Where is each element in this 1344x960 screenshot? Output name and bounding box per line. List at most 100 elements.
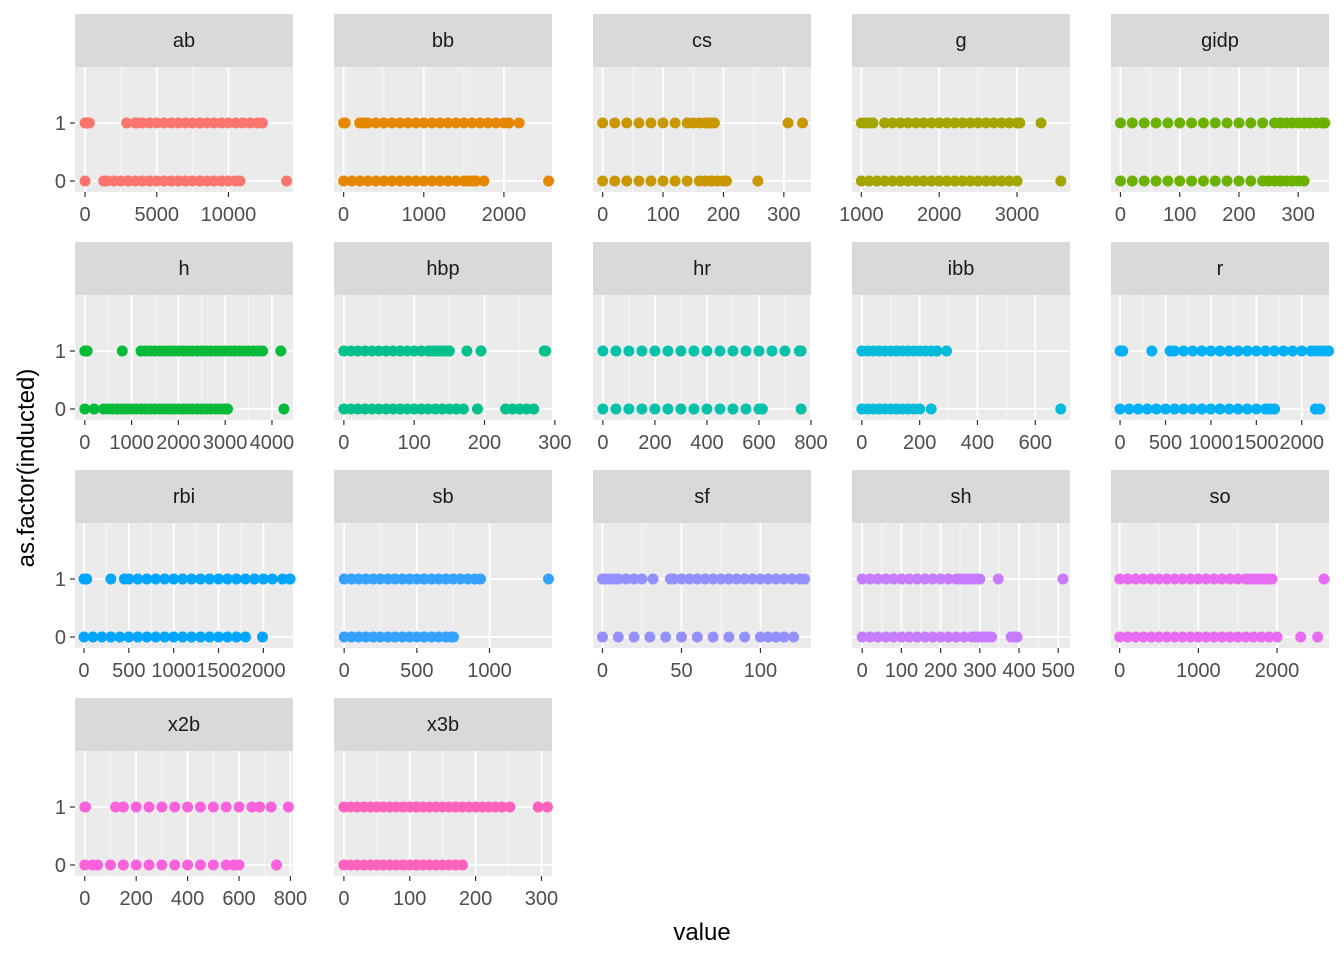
data-point — [597, 345, 609, 357]
facet-strip-label: ab — [173, 30, 195, 52]
data-point — [950, 631, 962, 643]
facet-strip — [334, 14, 552, 67]
data-point — [141, 573, 153, 585]
x-tick-label: 0 — [856, 432, 867, 454]
data-point — [1223, 345, 1235, 357]
data-point — [79, 859, 91, 871]
data-point — [159, 573, 171, 585]
data-point — [910, 117, 922, 129]
x-tick-label: 600 — [222, 888, 255, 910]
facet-strip-label: rbi — [173, 486, 195, 508]
data-point — [957, 175, 969, 187]
data-point — [394, 175, 406, 187]
x-tick-label: 2000 — [1255, 660, 1300, 682]
data-point — [1114, 403, 1126, 415]
data-point — [795, 345, 807, 357]
data-point — [1200, 573, 1212, 585]
data-point — [1138, 117, 1150, 129]
x-axis-title: value — [673, 919, 730, 946]
x-tick-label: 0 — [339, 660, 350, 682]
data-point — [474, 573, 486, 585]
data-point — [727, 345, 739, 357]
data-point — [879, 175, 891, 187]
data-point — [799, 573, 811, 585]
data-point — [1200, 631, 1212, 643]
data-point — [1177, 573, 1189, 585]
x-tick-label: 200 — [638, 432, 671, 454]
data-point — [418, 117, 430, 129]
data-point — [169, 859, 181, 871]
x-tick-label: 600 — [1019, 432, 1052, 454]
facet-panel-sh: sh 0 100 200 300 400 500 — [852, 470, 1075, 682]
data-point — [1122, 573, 1134, 585]
data-point — [482, 117, 494, 129]
facet-strip-label: sh — [950, 486, 971, 508]
data-point — [1257, 117, 1269, 129]
data-point — [1192, 573, 1204, 585]
data-point — [964, 175, 976, 187]
panel-background — [75, 295, 293, 420]
x-tick-label: 0 — [78, 660, 89, 682]
data-point — [720, 175, 732, 187]
data-point — [597, 175, 609, 187]
data-point — [864, 631, 876, 643]
y-tick-label: 0 — [55, 627, 66, 649]
data-point — [338, 175, 350, 187]
x-tick-label: 400 — [690, 432, 723, 454]
data-point — [708, 117, 720, 129]
data-point — [662, 345, 674, 357]
x-tick-label: 1000 — [1189, 432, 1234, 454]
data-point — [88, 403, 100, 415]
x-tick-label: 1000 — [109, 432, 154, 454]
facet-strip-label: sb — [432, 486, 453, 508]
x-tick-label: 50 — [670, 660, 692, 682]
data-point — [80, 801, 92, 813]
data-point — [941, 175, 953, 187]
x-tick-label: 5000 — [135, 204, 180, 226]
data-point — [986, 631, 998, 643]
data-point — [1178, 403, 1190, 415]
data-point — [177, 631, 189, 643]
data-point — [1245, 175, 1257, 187]
data-point — [278, 403, 290, 415]
data-point — [1138, 175, 1150, 187]
data-point — [1205, 345, 1217, 357]
data-point — [1057, 573, 1069, 585]
data-point — [490, 117, 502, 129]
facet-panel-hbp: hbp 0 100 200 300 — [334, 242, 572, 454]
data-point — [434, 117, 446, 129]
data-point — [1271, 631, 1283, 643]
panel-background — [593, 67, 811, 192]
data-point — [1269, 345, 1280, 357]
data-point — [496, 801, 508, 813]
data-point — [456, 859, 468, 871]
data-point — [628, 631, 640, 643]
data-point — [1035, 117, 1047, 129]
data-point — [1161, 573, 1173, 585]
data-point — [752, 175, 764, 187]
facet-strip-label: g — [955, 30, 966, 52]
x-tick-label: 200 — [903, 432, 936, 454]
facet-strip-label: ibb — [948, 258, 975, 280]
data-point — [657, 175, 669, 187]
data-point — [1245, 117, 1257, 129]
data-point — [597, 403, 609, 415]
data-point — [867, 117, 879, 129]
data-point — [1232, 631, 1244, 643]
data-point — [1137, 631, 1149, 643]
data-point — [256, 631, 268, 643]
data-point — [1011, 631, 1023, 643]
data-point — [1184, 573, 1196, 585]
x-tick-label: 500 — [400, 660, 433, 682]
data-point — [394, 117, 406, 129]
x-tick-label: 2000 — [156, 432, 201, 454]
data-point — [543, 573, 555, 585]
data-point — [370, 117, 382, 129]
data-point — [762, 631, 774, 643]
data-point — [762, 573, 774, 585]
data-point — [114, 631, 126, 643]
data-point — [1214, 403, 1226, 415]
data-point — [442, 117, 454, 129]
x-tick-label: 200 — [119, 888, 152, 910]
data-point — [628, 573, 640, 585]
